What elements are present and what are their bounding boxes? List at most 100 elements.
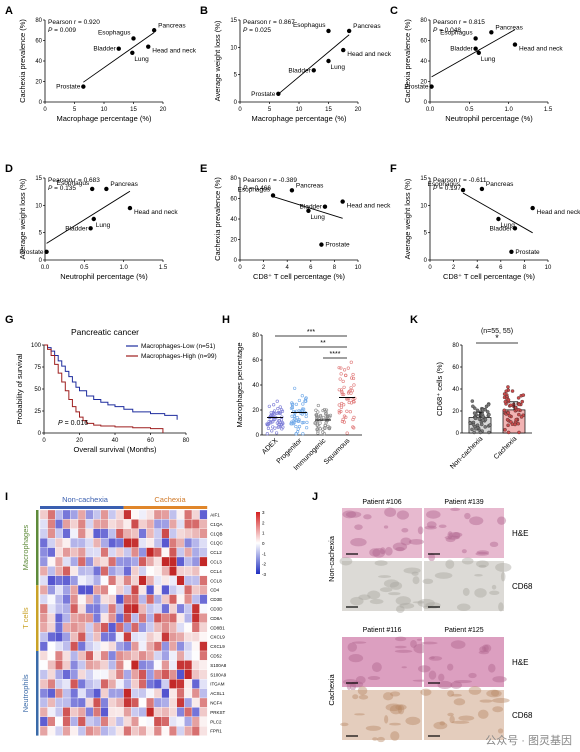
gene-label: CXCL9: [210, 644, 225, 649]
heatmap-cell: [85, 585, 94, 595]
regression-line: [278, 34, 350, 95]
y-tick-label: 0: [424, 100, 428, 106]
heatmap-cell: [176, 707, 185, 717]
heatmap-cell: [184, 547, 193, 558]
p-value: P = 0.466: [243, 185, 271, 192]
heatmap-cell: [39, 566, 48, 576]
tissue-texture: [475, 551, 489, 556]
point-label: Pancreas: [296, 182, 324, 189]
heatmap-cell: [62, 726, 71, 736]
heatmap-cell: [108, 566, 117, 576]
heatmap-cell: [131, 603, 139, 614]
heatmap-cell: [47, 650, 56, 661]
dot: [503, 428, 507, 432]
heatmap-cell: [131, 650, 139, 661]
tissue-texture: [445, 559, 455, 569]
heatmap-cell: [55, 509, 63, 520]
heatmap-cell: [153, 566, 162, 576]
heatmap-cell: [77, 716, 86, 727]
dot: [267, 419, 271, 424]
tissue-texture: [395, 605, 405, 614]
heatmap-cell: [161, 669, 170, 680]
dot: [348, 410, 352, 414]
heatmap-cell: [169, 519, 177, 529]
heatmap-cell: [93, 660, 101, 670]
heatmap-cell: [85, 519, 94, 529]
heatmap-cell: [169, 641, 177, 652]
heatmap-cell: [77, 519, 86, 529]
heatmap-cell: [184, 509, 193, 520]
heatmap-cell: [108, 697, 117, 708]
y-tick-label: 0: [234, 100, 238, 106]
heatmap-cell: [47, 538, 56, 548]
y-tick-label: 40: [452, 387, 459, 393]
heatmap-cell: [77, 603, 86, 614]
heatmap-cell: [47, 528, 56, 539]
dot: [505, 417, 510, 422]
tissue-texture: [462, 587, 470, 596]
heatmap-cell: [131, 575, 139, 586]
heatmap-cell: [70, 575, 79, 586]
heatmap-cell: [93, 632, 101, 642]
heatmap-cell: [131, 547, 139, 558]
heatmap-cell: [62, 547, 71, 558]
heatmap-cell: [153, 669, 162, 680]
gene-label: NCF4: [210, 701, 222, 706]
dot: [281, 425, 285, 429]
y-tick-label: 60: [35, 39, 42, 45]
heatmap-cell: [138, 679, 147, 689]
tissue-texture: [454, 679, 472, 684]
tissue-texture: [450, 681, 463, 689]
tissue-texture: [420, 641, 438, 645]
sig-label: *: [495, 333, 499, 343]
x-tick-label: 60: [147, 438, 154, 444]
regression-line: [272, 196, 343, 219]
heatmap-cell: [115, 613, 124, 623]
y-tick-label: 40: [35, 59, 42, 65]
x-tick-label: Non-cachexia: [449, 435, 484, 470]
y-tick-label: 80: [35, 18, 42, 24]
x-axis-label: Overall survival (Months): [74, 445, 157, 454]
heatmap-cell: [70, 716, 79, 727]
heatmap-cell: [77, 669, 86, 680]
tissue-texture: [422, 578, 434, 584]
heatmap-cell: [191, 613, 200, 623]
dot: [324, 421, 328, 425]
heatmap-cell: [85, 697, 94, 708]
heatmap-cell: [100, 669, 109, 680]
heatmap-cell: [70, 650, 79, 661]
tissue-texture: [447, 531, 453, 540]
heatmap-cell: [153, 641, 162, 652]
tissue-texture: [489, 541, 499, 548]
heatmap-cell: [184, 660, 193, 670]
heatmap-cell: [161, 641, 170, 652]
p-value: P = 0.048: [433, 27, 461, 34]
heatmap-cell: [138, 641, 147, 652]
heatmap-cell: [176, 697, 185, 708]
colorbar: [256, 512, 260, 574]
dot: [301, 402, 305, 406]
heatmap-cell: [199, 660, 208, 670]
y-tick-label: 10: [420, 203, 427, 209]
dot: [314, 408, 318, 412]
heatmap-cell: [123, 697, 132, 708]
heatmap-cell: [47, 679, 56, 689]
tissue-texture: [401, 527, 409, 533]
heatmap-cell: [115, 660, 124, 670]
heatmap-cell: [55, 519, 63, 529]
tissue-texture: [447, 712, 454, 717]
dot: [319, 413, 323, 418]
x-tick-label: 0.0: [426, 107, 435, 113]
tissue-texture: [384, 715, 389, 724]
heatmap-cell: [146, 669, 155, 680]
heatmap-cell: [123, 566, 132, 576]
heatmap-cell: [55, 547, 63, 558]
heatmap-cell: [161, 707, 170, 717]
tissue-texture: [408, 538, 425, 545]
heatmap-cell: [169, 528, 177, 539]
data-point: [341, 47, 346, 53]
point-label: Pancreas: [495, 24, 523, 31]
heatmap-cell: [55, 575, 63, 586]
heatmap-cell: [115, 509, 124, 520]
heatmap-cell: [47, 622, 56, 633]
